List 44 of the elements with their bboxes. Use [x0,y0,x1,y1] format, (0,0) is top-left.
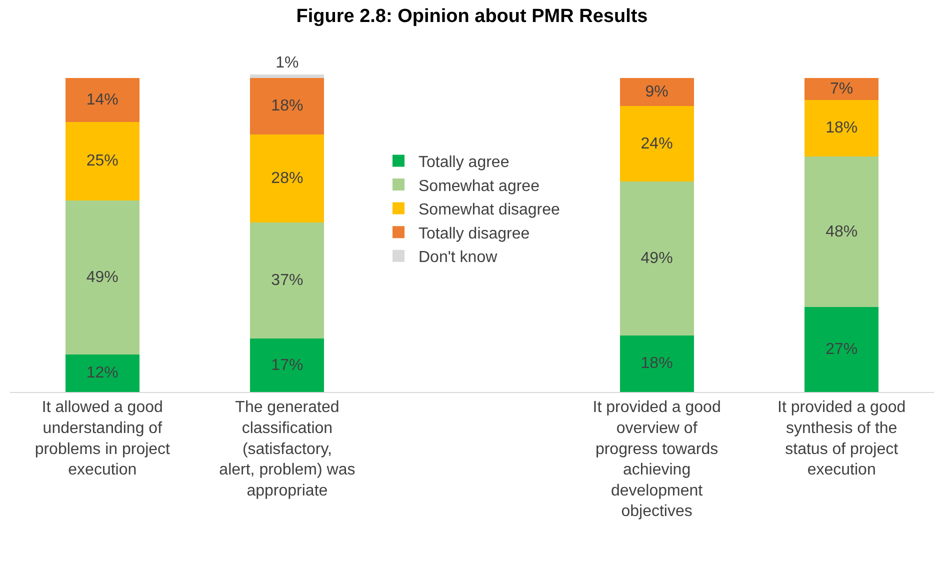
data-label: 25% [86,152,118,170]
data-label: 48% [826,223,858,240]
data-label: 18% [826,120,858,137]
data-label: 1% [276,54,299,72]
legend-label: Somewhat disagree [418,202,560,219]
x-tick-label: The generated classification (satisfactory, alert, problem) was appropriate [219,399,356,500]
bar [620,335,694,392]
legend-label: Totally agree [418,154,510,171]
bar [620,106,694,182]
data-label: 7% [830,80,854,98]
bar [804,78,879,100]
data-label: 14% [86,91,118,108]
legend-label: Totally disagree [418,225,530,242]
x-tick-label: It allowed a good understanding of problems in project execution [34,399,171,479]
bar [65,354,140,392]
data-label: 24% [640,135,673,152]
x-tick-label: It provided a good overview of progress towards achieving development objectives [592,399,721,520]
data-label: 49% [640,250,673,267]
legend-label: Don't know [418,249,498,266]
data-label: 12% [86,364,118,382]
data-label: 49% [86,268,118,286]
data-label: 27% [826,341,858,358]
bar [620,78,694,106]
bar [65,200,140,354]
bar [65,122,140,200]
bar [250,222,324,339]
bar [250,74,324,78]
bar [804,307,879,392]
data-label: 18% [640,355,673,372]
bar [620,182,694,336]
data-label: 18% [271,98,304,115]
data-label: 28% [271,170,304,187]
bar [804,156,879,308]
chart-title: Figure 2.8: Opinion about PMR Results [296,6,648,27]
bar [804,100,879,156]
bar [250,134,324,222]
x-tick-label: It provided a good synthesis of the status of project execution [778,399,906,479]
bar [250,78,324,134]
data-label: 37% [271,272,304,289]
data-label: 9% [645,83,668,100]
data-label: 17% [271,356,304,374]
bar [250,338,324,392]
bar [65,78,140,122]
legend-label: Somewhat agree [418,178,540,195]
